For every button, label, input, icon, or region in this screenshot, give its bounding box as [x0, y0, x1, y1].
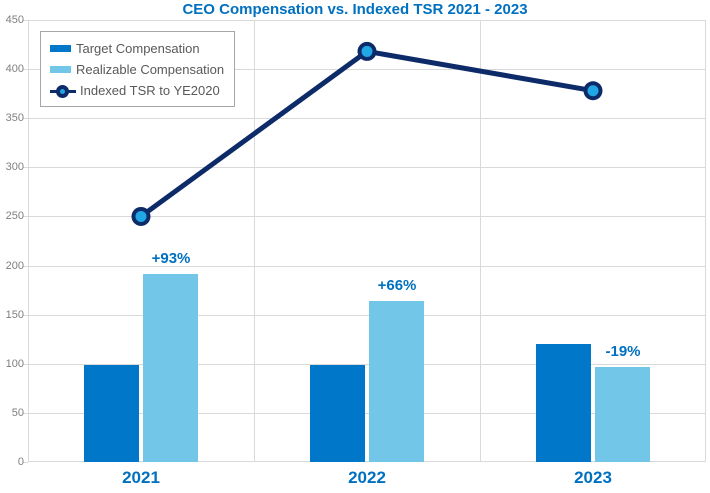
legend-item-label: Target Compensation: [76, 41, 200, 56]
gridline-horizontal: [28, 315, 706, 316]
legend-item-label: Indexed TSR to YE2020: [80, 83, 220, 98]
legend-item-label: Realizable Compensation: [76, 62, 225, 77]
legend-bar-swatch-icon: [50, 45, 71, 52]
y-axis-tickmark: [23, 315, 28, 316]
x-axis-label-2023: 2023: [574, 468, 612, 487]
legend-marker-dot-icon: [60, 88, 65, 94]
realizable-change-label-2022: +66%: [377, 277, 417, 294]
legend-line-marker-icon: [50, 84, 76, 98]
gridline-horizontal: [28, 216, 706, 217]
legend-item: Realizable Compensation: [50, 59, 224, 80]
gridline-horizontal: [28, 118, 706, 119]
y-axis-tickmark: [23, 413, 28, 414]
legend: Target Compensation Realizable Compensati…: [40, 31, 236, 107]
target-compensation-bar-2021: [84, 365, 139, 462]
realizable-compensation-bar-2021: [143, 274, 198, 462]
y-axis-tick-label: 50: [11, 407, 24, 419]
realizable-change-label-2023: -19%: [605, 343, 641, 360]
y-axis-tick-label: 100: [5, 358, 24, 370]
realizable-compensation-bar-2022: [369, 301, 424, 462]
gridline-horizontal: [28, 266, 706, 267]
gridline-horizontal: [28, 364, 706, 365]
target-compensation-bar-2023: [536, 344, 591, 462]
chart-title: CEO Compensation vs. Indexed TSR 2021 - …: [182, 1, 528, 18]
realizable-change-label-2021: +93%: [151, 250, 191, 267]
legend-item: Target Compensation: [50, 38, 224, 59]
y-axis-tick-label: 450: [5, 14, 24, 26]
gridline-vertical: [254, 20, 255, 462]
y-axis-tickmark: [23, 69, 28, 70]
y-axis-tickmark: [23, 266, 28, 267]
x-axis-label-2021: 2021: [122, 468, 160, 487]
y-axis-tickmark: [23, 462, 28, 463]
y-axis-tick-label: 350: [5, 112, 24, 124]
y-axis-tick-label: 0: [17, 456, 24, 468]
y-axis-tickmark: [23, 167, 28, 168]
realizable-compensation-bar-2023: [595, 367, 650, 462]
y-axis-tick-label: 200: [5, 260, 24, 272]
legend-bar-swatch-icon: [50, 66, 71, 73]
y-axis-tick-label: 300: [5, 161, 24, 173]
x-axis-label-2022: 2022: [348, 468, 386, 487]
y-axis-tick-label: 250: [5, 210, 24, 222]
y-axis-tick-label: 150: [5, 309, 24, 321]
target-compensation-bar-2022: [310, 365, 365, 462]
y-axis-tick-label: 400: [5, 63, 24, 75]
legend-item: Indexed TSR to YE2020: [50, 80, 224, 101]
y-axis-tickmark: [23, 216, 28, 217]
gridline-vertical: [480, 20, 481, 462]
gridline-horizontal: [28, 167, 706, 168]
y-axis-tickmark: [23, 364, 28, 365]
y-axis-tickmark: [23, 118, 28, 119]
gridline-horizontal: [28, 413, 706, 414]
y-axis-tickmark: [23, 20, 28, 21]
